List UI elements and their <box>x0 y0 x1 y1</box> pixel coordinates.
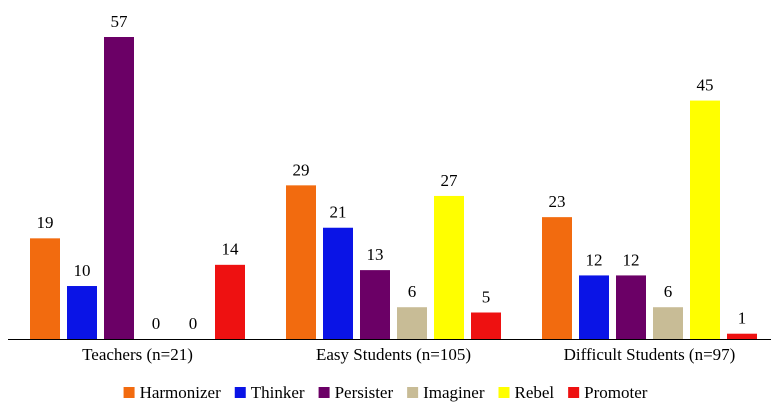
legend-swatch <box>568 387 580 398</box>
bar <box>542 217 572 339</box>
value-label: 6 <box>408 282 417 301</box>
legend-label: Imaginer <box>423 383 485 402</box>
value-label: 0 <box>189 314 198 333</box>
value-label: 45 <box>697 75 714 94</box>
value-label: 21 <box>330 203 347 222</box>
legend-label: Rebel <box>514 383 554 402</box>
value-label: 12 <box>586 250 603 269</box>
x-tick-label: Teachers (n=21) <box>82 345 193 364</box>
value-label: 57 <box>111 12 129 31</box>
legend-label: Promoter <box>584 383 648 402</box>
value-label: 13 <box>367 245 384 264</box>
bar <box>104 37 134 339</box>
value-label: 23 <box>549 192 566 211</box>
value-label: 6 <box>664 282 673 301</box>
value-label: 19 <box>37 213 54 232</box>
legend-label: Harmonizer <box>140 383 222 402</box>
bar <box>690 100 720 339</box>
bar <box>727 333 757 339</box>
bar <box>579 275 609 339</box>
bar <box>360 270 390 339</box>
bar <box>434 195 464 339</box>
value-label: 10 <box>74 261 91 280</box>
bar <box>323 227 353 339</box>
legend-label: Persister <box>335 383 394 402</box>
value-label: 0 <box>152 314 161 333</box>
legend-swatch <box>407 387 419 398</box>
bar <box>67 286 97 339</box>
bar <box>653 307 683 339</box>
bar <box>397 307 427 339</box>
value-label: 14 <box>222 240 240 259</box>
bar <box>215 264 245 339</box>
legend-label: Thinker <box>251 383 305 402</box>
bar <box>616 275 646 339</box>
value-label: 5 <box>482 287 491 306</box>
x-tick-label: Easy Students (n=105) <box>316 345 471 364</box>
value-label: 29 <box>293 160 310 179</box>
bar <box>30 238 60 339</box>
value-label: 1 <box>738 309 747 328</box>
legend-swatch <box>318 387 330 398</box>
value-label: 12 <box>623 250 640 269</box>
x-tick-label: Difficult Students (n=97) <box>564 345 736 364</box>
legend-swatch <box>498 387 510 398</box>
value-label: 27 <box>441 171 459 190</box>
legend-swatch <box>234 387 246 398</box>
legend-swatch <box>123 387 135 398</box>
bar <box>286 185 316 339</box>
bar <box>471 312 501 339</box>
